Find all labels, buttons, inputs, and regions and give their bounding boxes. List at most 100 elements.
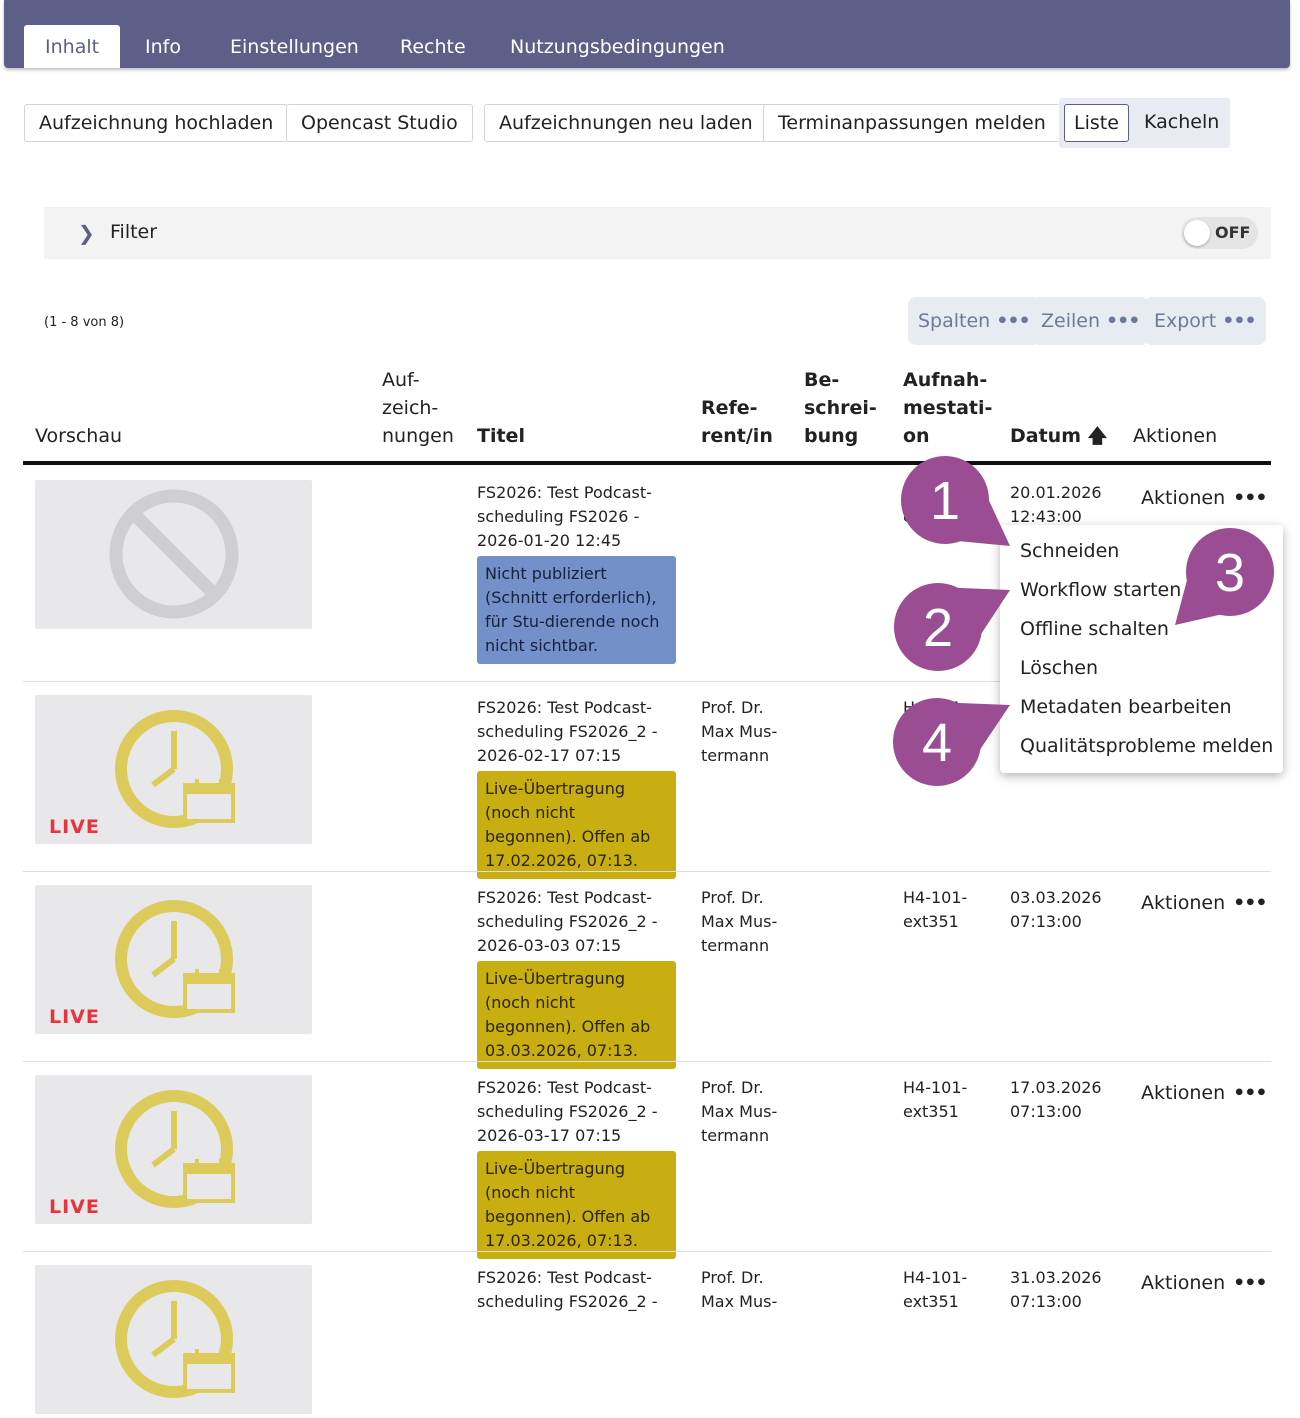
opencast-studio-button[interactable]: Opencast Studio <box>286 104 473 142</box>
scheduled-clock-icon <box>115 1090 235 1208</box>
actions-label: Aktionen <box>1141 1082 1226 1104</box>
recording-station: H4-101- ext351 <box>903 1078 968 1121</box>
col-actions: Aktionen <box>1133 425 1218 447</box>
rows-label: Zeilen <box>1041 310 1100 332</box>
col-presenter[interactable]: Refe- rent/in <box>701 397 773 447</box>
filter-panel[interactable]: ❯ Filter OFF <box>44 207 1271 259</box>
presenter: Prof. Dr. Max Mus- termann <box>701 888 778 955</box>
col-description[interactable]: Be- schrei- bung <box>804 369 877 447</box>
arrow-up-icon: 🡅 <box>1087 425 1108 447</box>
columns-button[interactable]: Spalten ••• <box>908 297 1040 345</box>
col-preview: Vorschau <box>35 425 123 447</box>
export-button[interactable]: Export ••• <box>1144 297 1266 345</box>
recording-date: 03.03.2026 07:13:00 <box>1010 888 1102 931</box>
live-label: LIVE <box>49 1006 100 1028</box>
actions-button[interactable]: Aktionen ••• <box>1141 892 1268 914</box>
view-list-button[interactable]: Liste <box>1064 104 1129 142</box>
upload-recording-button[interactable]: Aufzeichnung hochladen <box>24 104 289 142</box>
row-divider <box>23 1061 1271 1062</box>
preview-thumbnail[interactable]: LIVE <box>35 885 312 1034</box>
more-icon: ••• <box>1106 310 1140 332</box>
presenter: Prof. Dr. Max Mus- termann <box>701 698 778 765</box>
recording-date: 20.01.2026 12:43:00 <box>1010 483 1102 526</box>
more-icon: ••• <box>1233 1082 1267 1104</box>
actions-label: Aktionen <box>1141 1272 1226 1294</box>
callout-2: 2 <box>894 583 1010 671</box>
recording-station: e <box>903 507 913 526</box>
recording-date: 17.03.2026 07:13:00 <box>1010 1078 1102 1121</box>
col-date[interactable]: Datum 🡅 <box>1010 422 1107 450</box>
row-divider <box>23 681 1271 682</box>
menu-item-1[interactable]: Workflow starten <box>1020 579 1182 601</box>
preview-thumbnail[interactable]: LIVE <box>35 1075 312 1224</box>
course-nav-bar: Inhalt Info Einstellungen Rechte Nutzung… <box>4 0 1290 68</box>
actions-label: Aktionen <box>1141 487 1226 509</box>
callout-number: 1 <box>930 471 960 531</box>
header-divider <box>23 461 1271 465</box>
export-label: Export <box>1154 310 1217 332</box>
rows-button[interactable]: Zeilen ••• <box>1031 297 1150 345</box>
col-recordings[interactable]: Auf- zeich- nungen <box>382 369 454 447</box>
date-label: Datum <box>1010 425 1081 447</box>
tab-inhalt[interactable]: Inhalt <box>24 25 121 68</box>
scheduled-clock-icon <box>115 710 235 828</box>
more-icon: ••• <box>996 310 1030 332</box>
preview-thumbnail[interactable] <box>35 1265 312 1414</box>
row-divider <box>23 1251 1271 1252</box>
preview-thumbnail[interactable]: LIVE <box>35 695 312 844</box>
actions-label: Aktionen <box>1141 892 1226 914</box>
live-label: LIVE <box>49 1196 100 1218</box>
preview-thumbnail[interactable] <box>35 480 312 629</box>
more-icon: ••• <box>1222 310 1256 332</box>
presenter: Prof. Dr. Max Mus- termann <box>701 1078 778 1145</box>
recording-title[interactable]: FS2026: Test Podcast- scheduling FS2026_… <box>477 698 658 765</box>
scheduled-clock-icon <box>115 1280 235 1398</box>
more-icon: ••• <box>1233 487 1267 509</box>
recording-title[interactable]: FS2026: Test Podcast- scheduling FS2026_… <box>477 888 658 955</box>
reload-recordings-button[interactable]: Aufzeichnungen neu laden <box>484 104 768 142</box>
actions-button[interactable]: Aktionen ••• <box>1141 1272 1268 1294</box>
tab-einstellungen[interactable]: Einstellungen <box>230 36 359 58</box>
row-divider <box>23 871 1271 872</box>
menu-item-2[interactable]: Offline schalten <box>1020 618 1169 640</box>
menu-item-4[interactable]: Metadaten bearbeiten <box>1020 696 1232 718</box>
col-station[interactable]: Aufnah- mestati- on <box>903 369 993 447</box>
callout-1: 1 <box>901 456 1010 546</box>
recording-title[interactable]: FS2026: Test Podcast- scheduling FS2026_… <box>477 1078 658 1145</box>
recording-station: H4-101- ext351 <box>903 888 968 931</box>
status-badge: Live-Übertragung (noch nicht begonnen). … <box>477 961 676 1069</box>
toggle-state: OFF <box>1215 223 1251 242</box>
chevron-right-icon[interactable]: ❯ <box>78 221 95 245</box>
menu-item-5[interactable]: Qualitätsprobleme melden <box>1020 735 1274 757</box>
filter-toggle[interactable]: OFF <box>1181 217 1258 249</box>
columns-label: Spalten <box>918 310 991 332</box>
tab-info[interactable]: Info <box>145 36 181 58</box>
report-schedule-changes-button[interactable]: Terminanpassungen melden <box>763 104 1061 142</box>
callout-number: 2 <box>923 598 953 658</box>
tab-rechte[interactable]: Rechte <box>400 36 466 58</box>
tab-nutzungsbedingungen[interactable]: Nutzungsbedingungen <box>510 36 725 58</box>
presenter: Prof. Dr. Max Mus- <box>701 1268 778 1311</box>
menu-item-0[interactable]: Schneiden <box>1020 540 1120 562</box>
more-icon: ••• <box>1233 892 1267 914</box>
status-badge: Live-Übertragung (noch nicht begonnen). … <box>477 1151 676 1259</box>
actions-button[interactable]: Aktionen ••• <box>1141 1082 1268 1104</box>
actions-button[interactable]: Aktionen ••• <box>1141 487 1268 509</box>
no-preview-icon <box>109 489 239 619</box>
actions-menu: Schneiden Workflow starten Offline schalte… <box>1000 525 1283 773</box>
menu-item-3[interactable]: Löschen <box>1020 657 1098 679</box>
recording-title[interactable]: FS2026: Test Podcast- scheduling FS2026 … <box>477 483 652 550</box>
view-tiles-button[interactable]: Kacheln <box>1144 111 1220 133</box>
callout-number: 4 <box>922 713 952 773</box>
recording-station: H4-101- ext351 <box>903 1268 968 1311</box>
status-badge: Nicht publiziert (Schnitt erforderlich),… <box>477 556 676 664</box>
recording-date: 31.03.2026 07:13:00 <box>1010 1268 1102 1311</box>
view-toggle: Liste Kacheln <box>1059 98 1230 148</box>
filter-label[interactable]: Filter <box>110 221 158 243</box>
recording-station: H4-101- <box>903 698 968 717</box>
col-title[interactable]: Titel <box>477 425 525 447</box>
more-icon: ••• <box>1233 1272 1267 1294</box>
scheduled-clock-icon <box>115 900 235 1018</box>
recording-title[interactable]: FS2026: Test Podcast- scheduling FS2026_… <box>477 1268 658 1311</box>
result-count: (1 - 8 von 8) <box>44 315 125 330</box>
